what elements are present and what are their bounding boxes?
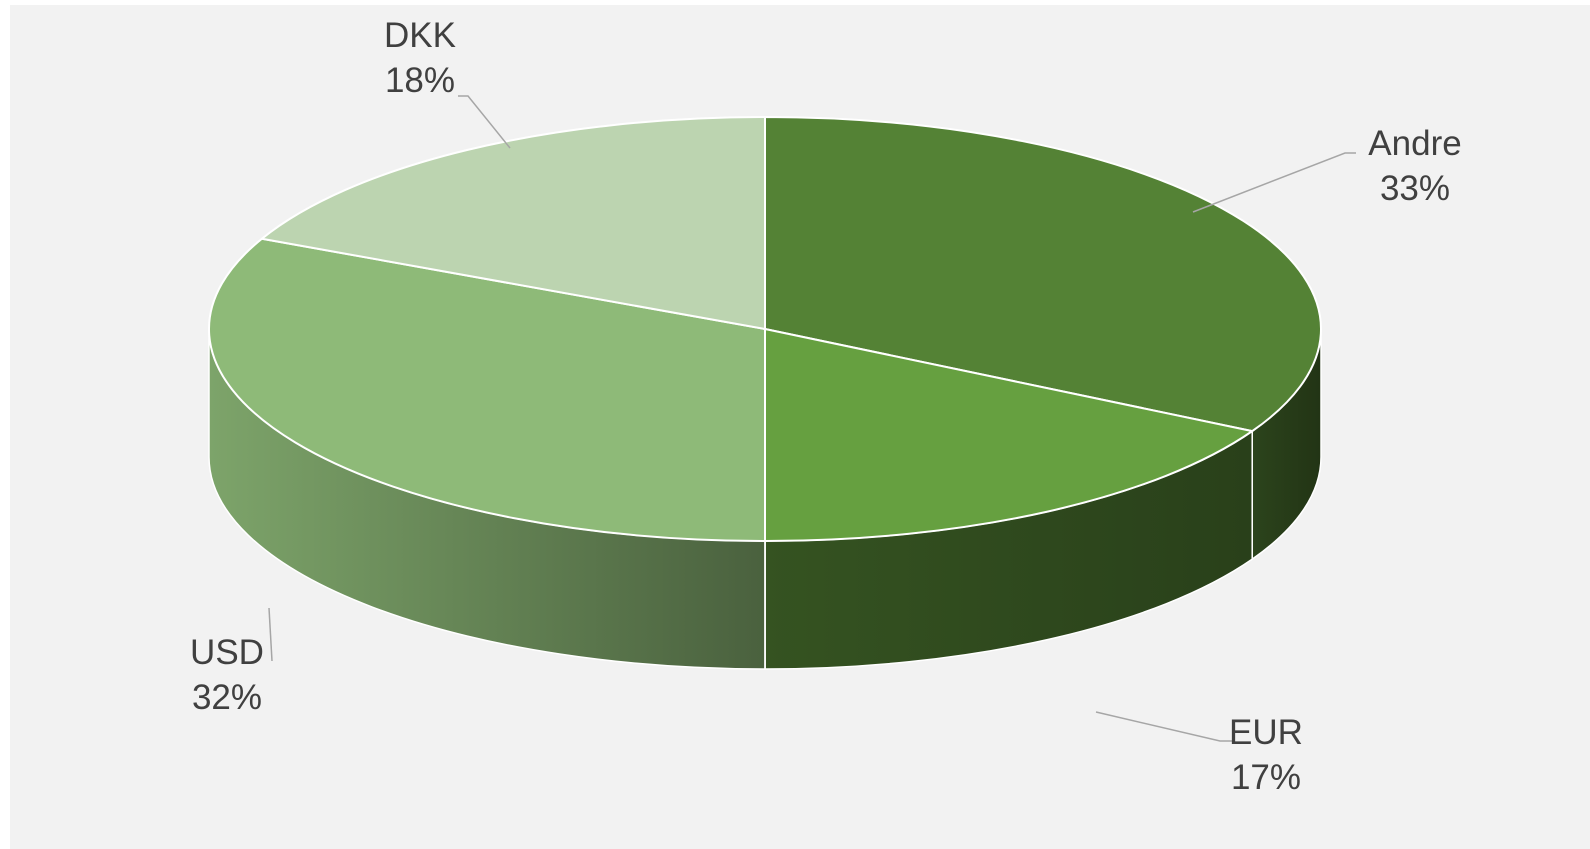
pie-slice-dkk [260, 116, 766, 330]
leader-line-usd [268, 607, 273, 662]
leader-line-andre [1192, 152, 1356, 213]
chart-area: Andre 33% EUR 17% USD 32% DKK 18% [10, 5, 1590, 849]
data-value-eur: 17% [1231, 758, 1301, 797]
data-label-usd: USD [190, 633, 264, 672]
data-value-dkk: 18% [385, 61, 455, 100]
data-value-andre: 33% [1380, 169, 1450, 208]
pie-slice-andre [764, 116, 1322, 433]
pie-slice-eur [764, 328, 1254, 542]
leader-line-dkk [458, 95, 511, 149]
leader-line-eur [1095, 711, 1232, 742]
pie-chart: Andre 33% EUR 17% USD 32% DKK 18% [190, 16, 1462, 797]
pie-slice-usd [208, 237, 766, 542]
data-value-usd: 32% [192, 678, 262, 717]
data-label-andre: Andre [1368, 124, 1461, 163]
data-label-eur: EUR [1229, 713, 1303, 752]
data-label-dkk: DKK [384, 16, 456, 55]
